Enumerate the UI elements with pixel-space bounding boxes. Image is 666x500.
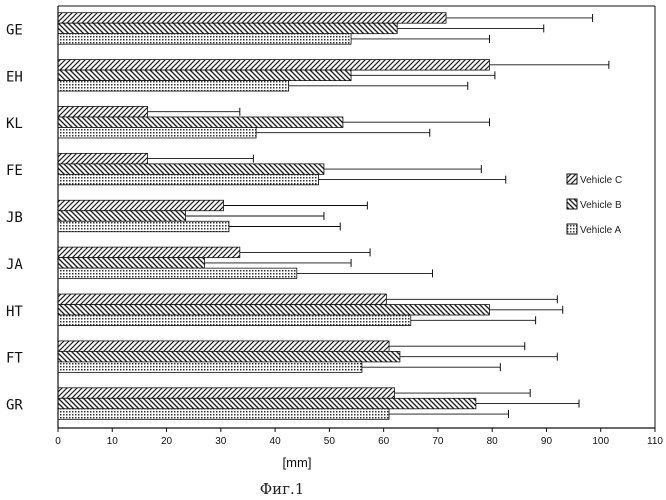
x-axis-title: [mm] <box>283 455 312 470</box>
bar-vehicle-b-ft <box>57 351 401 363</box>
category-label: KL <box>6 116 23 132</box>
legend-swatch <box>566 198 578 210</box>
x-tick-label: 20 <box>161 436 173 447</box>
bar-vehicle-a-ht <box>57 314 412 326</box>
legend-label: Vehicle B <box>580 200 622 211</box>
x-tick-label: 110 <box>647 436 663 447</box>
x-tick-label: 10 <box>107 436 119 447</box>
category-label: GR <box>6 398 23 414</box>
x-tick-label: 0 <box>55 436 61 447</box>
x-tick-label: 50 <box>324 436 336 447</box>
bar-vehicle-b-eh <box>57 69 352 81</box>
bar-vehicle-a-eh <box>57 80 290 92</box>
legend-label: Vehicle C <box>580 175 622 186</box>
bar-vehicle-c-gr <box>57 387 395 399</box>
category-label: FE <box>6 163 23 179</box>
legend-swatch <box>566 223 578 235</box>
bar-vehicle-a-ja <box>57 267 298 280</box>
bar-vehicle-c-ge <box>57 12 447 24</box>
category-labels: GE EH KL FE JB JA HT FT GR <box>6 22 23 413</box>
error-bars-layer <box>147 13 610 419</box>
bar-vehicle-a-ge <box>57 33 352 45</box>
category-label: GE <box>6 22 23 38</box>
x-ticks: 0 10 20 30 40 50 60 70 80 90 100 110 <box>55 428 663 447</box>
bar-vehicle-b-gr <box>57 397 477 410</box>
bar-vehicle-b-ge <box>57 22 398 35</box>
category-label: EH <box>6 69 23 85</box>
bar-vehicle-b-jb <box>57 210 186 222</box>
bar-vehicle-a-kl <box>57 127 257 139</box>
bar-vehicle-c-fe <box>57 152 148 165</box>
x-tick-label: 90 <box>541 436 553 447</box>
bar-vehicle-c-ft <box>57 340 390 352</box>
bar-vehicle-a-jb <box>57 220 230 233</box>
bar-vehicle-c-eh <box>57 59 490 71</box>
bar-vehicle-c-jb <box>57 199 224 212</box>
category-label: HT <box>6 304 23 320</box>
legend: Vehicle C Vehicle B Vehicle A <box>566 173 622 236</box>
x-tick-label: 80 <box>487 436 499 447</box>
bar-vehicle-b-ja <box>57 257 205 269</box>
x-tick-label: 30 <box>215 436 227 447</box>
bar-vehicle-b-ht <box>57 304 490 316</box>
bar-vehicle-a-gr <box>57 408 390 420</box>
x-tick-label: 60 <box>378 436 390 447</box>
x-tick-label: 40 <box>270 436 282 447</box>
bar-vehicle-c-ja <box>57 246 241 259</box>
figure-caption: Фиг.1 <box>260 480 305 498</box>
legend-swatch <box>566 173 578 185</box>
x-tick-label: 100 <box>592 436 609 447</box>
legend-label: Vehicle A <box>580 225 621 236</box>
category-label: JA <box>6 257 23 273</box>
bar-vehicle-b-fe <box>57 163 325 175</box>
bar-vehicle-a-ft <box>57 361 363 373</box>
bar-vehicle-a-fe <box>57 173 319 186</box>
bar-vehicle-c-ht <box>57 293 387 305</box>
category-label: FT <box>6 351 23 367</box>
bar-vehicle-b-kl <box>57 116 344 128</box>
bar-vehicle-c-kl <box>57 106 148 118</box>
x-tick-label: 70 <box>432 436 444 447</box>
category-label: JB <box>6 210 23 226</box>
